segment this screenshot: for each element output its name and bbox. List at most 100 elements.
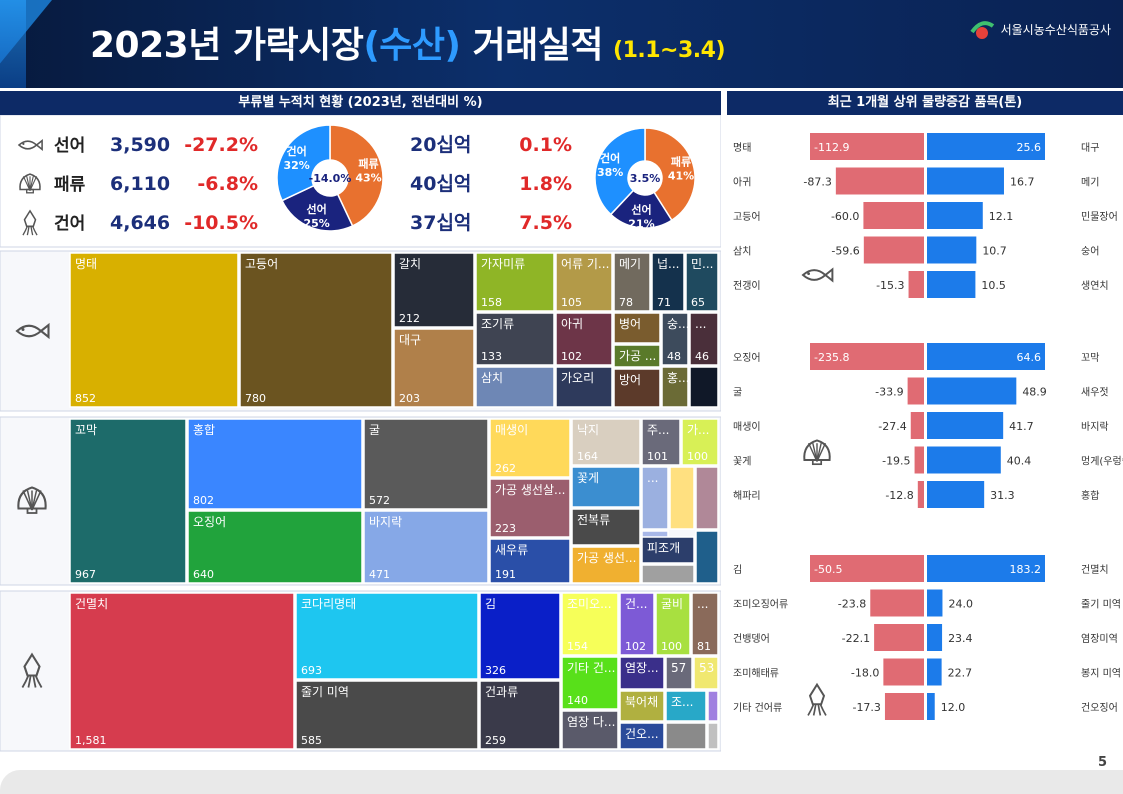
donut-slice-value: 43% (355, 171, 381, 184)
increase-bar (927, 343, 1045, 370)
treemap-cell-value: 140 (567, 694, 588, 707)
right-panel-title: 최근 1개월 상위 물량증감 품목(톤) (727, 91, 1123, 115)
treemap-cell-value: 223 (495, 522, 516, 535)
treemap-cell-value: 259 (485, 734, 506, 747)
decrease-bar (863, 202, 924, 229)
treemap-cell-value: 78 (619, 296, 633, 309)
donut-slice-value: 41% (668, 170, 694, 183)
fish-icon (17, 138, 43, 152)
treemap-cell-label: 홍합 (193, 423, 215, 437)
treemap-cell-label: 기타 건... (567, 661, 615, 675)
treemap-cell-label: 매생이 (495, 423, 528, 437)
increase-value: 10.5 (981, 279, 1006, 292)
decrease-label: 건뱅뎅어 (733, 633, 770, 645)
treemap-cell-label: ... (697, 597, 708, 611)
squid-icon (807, 682, 827, 716)
treemap-cell-value: 101 (647, 450, 668, 463)
shell-icon (19, 173, 41, 194)
treemap-cell (641, 466, 669, 530)
decrease-bar (810, 343, 924, 370)
increase-label: 건오징어 (1081, 702, 1118, 714)
decrease-bar (835, 167, 924, 195)
volume-change: -27.2% (184, 134, 258, 156)
treemap-cell-label: 조미오... (567, 597, 612, 611)
treemap-cell-label: 명태 (75, 257, 97, 271)
treemap-cell (69, 418, 187, 584)
treemap-cell-label: 김 (485, 597, 496, 611)
treemap-cell-value: 154 (567, 640, 588, 653)
treemap-cell-label: 병어 (619, 317, 641, 331)
decrease-bar (917, 481, 924, 508)
treemap-cell-label: 민... (691, 257, 713, 271)
treemap-cell-label: 어류 기... (561, 257, 609, 271)
decrease-label: 꽃게 (733, 456, 751, 468)
treemap-cell (695, 530, 719, 584)
treemap-cell-label: 삼치 (481, 371, 503, 385)
donut-slice-label: 선어 (631, 202, 651, 216)
diverging-fresh: 명태 -112.9 아귀 -87.3 고등어 -60.0 삼치 -59.6 전갱이 -15.3 25… (733, 133, 1118, 298)
decrease-value: -60.0 (831, 210, 859, 223)
decrease-label: 김 (733, 564, 742, 576)
treemap-cell (555, 252, 613, 312)
increase-label: 줄기 미역 (1081, 599, 1121, 611)
increase-bar (927, 481, 985, 508)
treemap-cell (689, 312, 719, 366)
treemap-cell (489, 478, 571, 538)
treemap-cell-label: 낙지 (577, 423, 599, 437)
treemap-cell-value: 158 (481, 296, 502, 309)
treemap-cell-value: 326 (485, 664, 506, 677)
amount-value: 20십억 (410, 134, 471, 156)
decrease-value: -87.3 (803, 176, 831, 189)
treemap-cell-value: 1,581 (75, 734, 107, 747)
decrease-label: 굴 (733, 387, 742, 399)
treemap-cell (239, 252, 393, 408)
treemap-cell-label: 북어채 (625, 695, 658, 709)
logo-text: 서울시농수산식품공사 (1000, 22, 1111, 37)
decrease-label: 삼치 (733, 246, 751, 258)
treemap-cell (669, 466, 695, 530)
treemap-cell-value: 46 (695, 350, 709, 363)
page-title: 2023년 가락시장(수산) 거래실적 (1.1~3.4) (90, 16, 726, 68)
donut-slice-label: 건어 (600, 151, 620, 165)
treemap-cell-label: ... (647, 471, 658, 485)
treemap-cell (619, 592, 655, 656)
decrease-bar (907, 377, 924, 405)
treemap-cell (665, 690, 707, 722)
treemap-cell (475, 366, 555, 408)
treemap-cell (661, 366, 689, 408)
right-panel-chart: 명태 -112.9 아귀 -87.3 고등어 -60.0 삼치 -59.6 전갱이 -15.3 25… (733, 133, 1123, 720)
left-panel-chart: 선어 3,590 -27.2% 20십억 0.1% 패류 6,110 -6.8% 40십억 1.8… (0, 115, 721, 752)
treemap-cell (619, 690, 665, 722)
treemap-cell (641, 564, 695, 584)
treemap-cell-label: 꼬막 (75, 423, 97, 437)
treemap-cell-label: 57 (671, 661, 686, 675)
decrease-value: -19.5 (882, 455, 910, 468)
treemap-cell-value: 212 (399, 312, 420, 325)
diverging-shell: 오징어 -235.8 굴 -33.9 매생이 -27.4 꽃게 -19.5 해파리 -12.8 64… (733, 343, 1123, 508)
treemap-cell-label: 코다리명태 (301, 597, 356, 611)
increase-value: 10.7 (982, 245, 1007, 258)
decrease-value: -17.3 (852, 701, 880, 714)
decrease-bar (863, 236, 924, 264)
treemap-cell-value: 133 (481, 350, 502, 363)
donut-center-label: -14.0% (309, 172, 352, 185)
treemap-cell-label: 주... (647, 423, 669, 437)
treemap-cell (695, 466, 719, 530)
donut-slice-label: 패류 (671, 155, 691, 169)
page-number: 5 (1097, 755, 1107, 770)
volume-value: 4,646 (110, 212, 170, 234)
treemap-cell-label: 갈치 (399, 257, 421, 271)
treemap-cell-value: 102 (561, 350, 582, 363)
decrease-value: -22.1 (842, 632, 870, 645)
increase-value: 25.6 (1017, 141, 1042, 154)
treemap-fresh: 명태 852 고등어 780 갈치 212 대구 203 가자미류 158 어류 기... 105 메기… (0, 250, 721, 412)
title-period: (1.1~3.4) (613, 38, 726, 63)
treemap-cell (571, 508, 641, 546)
treemap-cell-label: 가공 ... (619, 349, 656, 363)
treemap-cell-value: 48 (667, 350, 681, 363)
treemap-cell (571, 418, 641, 466)
treemap-cell-label: 전복류 (577, 513, 610, 527)
increase-label: 바지락 (1081, 421, 1109, 433)
decrease-bar (908, 271, 924, 298)
treemap-cell-label: ... (695, 317, 706, 331)
